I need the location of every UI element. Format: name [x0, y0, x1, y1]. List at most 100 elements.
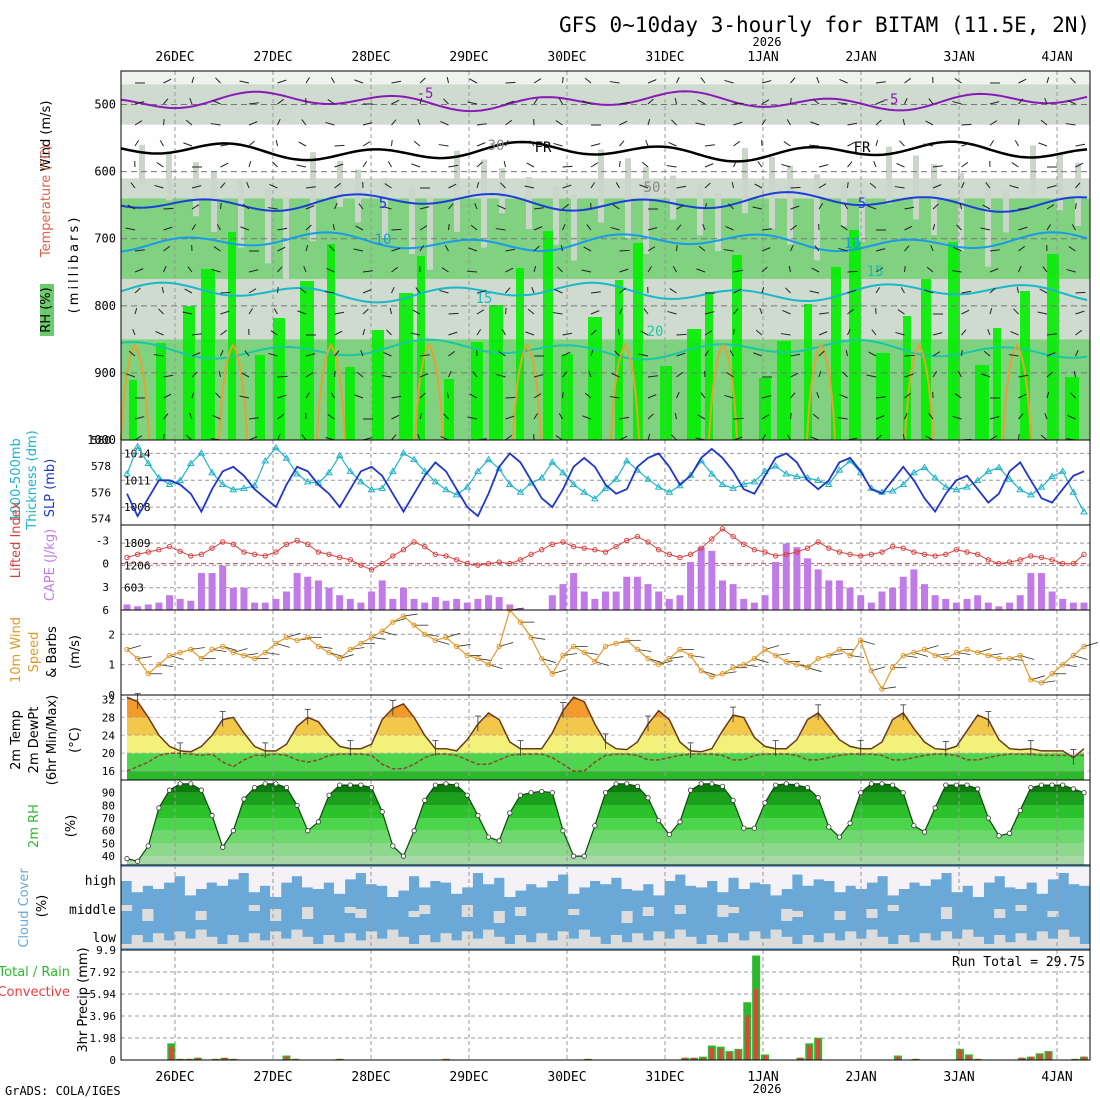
cloud-low-block	[131, 935, 143, 948]
precip-label-c: 3hr Precip (mm)	[76, 947, 91, 1052]
wind-barb	[983, 350, 991, 357]
cloud-high-block	[823, 867, 835, 881]
wind-barb	[362, 308, 369, 315]
cape-bar	[155, 602, 163, 610]
cloud-high-block	[355, 867, 367, 873]
thickness-marker	[824, 480, 833, 487]
wind-barb	[639, 184, 649, 189]
wind10-marker	[687, 652, 694, 659]
thickness-line	[126, 445, 1085, 513]
li-marker	[305, 541, 311, 548]
cloud-mid-block	[1015, 905, 1027, 911]
wind-barb	[1016, 286, 1019, 294]
cloud-low-block	[727, 933, 740, 948]
wind-barb	[248, 308, 254, 315]
rh2m-marker	[124, 856, 130, 862]
wind10-marker	[1028, 677, 1034, 683]
wind-barb	[590, 143, 601, 147]
wind-barb	[185, 119, 193, 126]
wind-barb	[220, 350, 224, 357]
cloud-high-block	[163, 867, 175, 883]
thickness-marker	[601, 484, 610, 491]
wind10-marker	[283, 634, 290, 641]
date-label-bottom: 31DEC	[645, 1070, 684, 1085]
wind-barb	[191, 391, 195, 399]
wind-barb	[525, 331, 535, 336]
wind10-marker	[1006, 655, 1013, 662]
precip-convective-bar	[763, 1055, 767, 1060]
t2m-tick-label: 24	[102, 729, 116, 742]
warm-contour	[806, 343, 836, 441]
cloud-low-block	[206, 936, 218, 948]
precip-convective-bar	[754, 988, 759, 1060]
rh-plume	[471, 342, 483, 440]
thickness-marker	[357, 477, 365, 485]
wind-barb	[334, 163, 344, 168]
li-marker	[730, 533, 736, 540]
wind-barb	[980, 227, 991, 231]
cloud-high-block	[1036, 867, 1048, 894]
cloud-low-block	[429, 942, 441, 948]
rh-plume	[183, 306, 195, 440]
cloud-high-block	[685, 867, 697, 886]
cloud-low-block	[440, 933, 452, 948]
wind-barb	[761, 266, 768, 273]
thickness-marker	[218, 480, 227, 487]
cloud-mid-block	[1047, 911, 1059, 917]
thickness-marker	[261, 456, 270, 464]
wind-barb	[267, 207, 278, 210]
wind-barb	[704, 330, 713, 336]
cloud-low-block	[717, 942, 729, 948]
thickness-marker	[644, 475, 652, 482]
rh-plume	[1065, 377, 1079, 440]
date-label-bottom: 4JAN	[1041, 1070, 1072, 1085]
date-label-top: 2JAN	[845, 50, 876, 65]
rh2m-marker	[464, 792, 470, 798]
thickness-marker	[931, 473, 940, 481]
wind-barb	[666, 165, 677, 168]
wind-barb	[780, 333, 791, 336]
precip-tick-label: 9.9	[96, 944, 116, 957]
wind-barb	[381, 375, 392, 378]
cape-bar	[304, 576, 312, 610]
rh-light-streak	[715, 193, 721, 252]
rh-light-streak	[526, 177, 532, 230]
wind-barb	[953, 246, 962, 252]
cloud-low-block	[195, 929, 207, 948]
cape-tick-label: 603	[124, 582, 144, 595]
wind-barb	[671, 434, 677, 441]
li-marker	[666, 551, 672, 558]
rh2m-marker	[454, 782, 460, 788]
wind-barb	[391, 266, 399, 273]
wind-barb	[895, 331, 905, 336]
wind-barb	[562, 391, 564, 399]
thickness-label: 1000-500mb	[9, 438, 24, 522]
thickness-marker	[240, 484, 248, 491]
wind-barb	[790, 224, 798, 231]
wind-barb	[1018, 78, 1027, 84]
wind-barb	[847, 161, 853, 168]
wind10-marker	[826, 652, 832, 659]
wind-barb	[875, 119, 882, 126]
wind-barb	[501, 329, 506, 336]
li-marker	[858, 553, 864, 559]
cape-bar	[931, 595, 939, 610]
wind-barb	[562, 165, 573, 168]
thickness-marker	[835, 466, 844, 473]
wind-barb	[161, 286, 164, 294]
wind-barb	[904, 373, 914, 378]
wind10-marker	[879, 686, 885, 692]
thickness-marker	[197, 449, 206, 456]
slp-tick-label: 1011	[124, 474, 151, 487]
wind-barb	[1046, 224, 1052, 231]
li-marker	[911, 549, 917, 555]
cape-bar	[899, 576, 907, 610]
cape-bar	[718, 580, 726, 610]
cloud-high-block	[312, 867, 324, 889]
cloud-low-block	[962, 929, 974, 948]
wind-barb	[783, 141, 791, 147]
li-marker	[390, 553, 396, 559]
wind-barb	[552, 312, 563, 315]
rh-plume	[399, 293, 413, 440]
wind10-marker	[1060, 661, 1066, 668]
